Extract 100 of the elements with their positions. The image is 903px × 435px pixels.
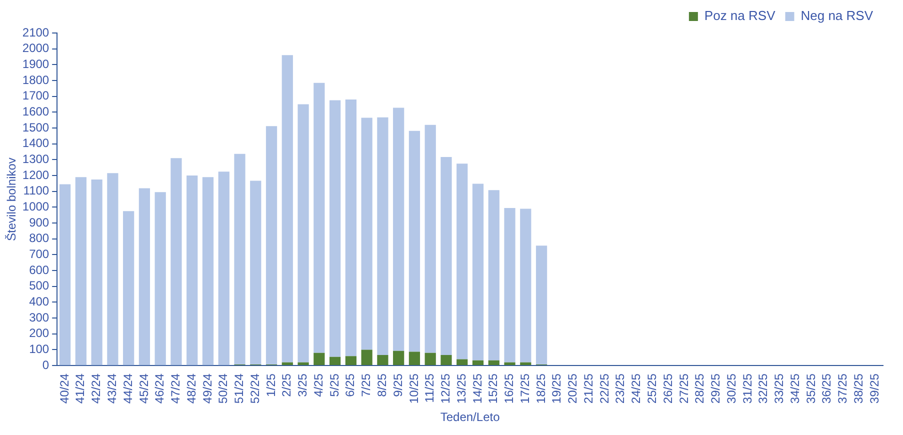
bar bbox=[520, 362, 532, 366]
y-tick-label: 200 bbox=[29, 326, 50, 340]
y-tick-label: 800 bbox=[29, 231, 50, 246]
x-tick-label: 9/25 bbox=[390, 373, 405, 397]
bar bbox=[408, 130, 420, 352]
bar bbox=[123, 211, 134, 366]
bar bbox=[298, 362, 309, 366]
bar bbox=[202, 177, 214, 366]
bar bbox=[361, 350, 372, 366]
bar bbox=[298, 104, 309, 362]
x-tick-label: 6/25 bbox=[343, 373, 358, 397]
x-tick-label: 22/25 bbox=[597, 373, 612, 404]
bar bbox=[408, 352, 420, 366]
x-tick-label: 51/24 bbox=[232, 373, 246, 404]
y-tick-label: 300 bbox=[29, 310, 50, 324]
x-tick-label: 5/25 bbox=[327, 373, 342, 397]
x-tick-label: 44/24 bbox=[120, 373, 135, 404]
y-tick-label: 600 bbox=[29, 262, 50, 277]
bar bbox=[282, 55, 293, 362]
x-tick-label: 29/25 bbox=[708, 373, 723, 404]
x-tick-label: 26/25 bbox=[660, 373, 675, 404]
bar bbox=[250, 180, 262, 364]
x-tick-label: 11/25 bbox=[422, 373, 437, 403]
y-tick-label: 1600 bbox=[22, 104, 50, 118]
x-tick-label: 48/24 bbox=[184, 373, 198, 404]
bar bbox=[345, 356, 356, 366]
bar bbox=[282, 362, 293, 366]
x-tick-label: 37/25 bbox=[836, 373, 850, 404]
bar bbox=[377, 117, 388, 355]
x-tick-label: 13/25 bbox=[454, 373, 468, 404]
bar bbox=[314, 82, 325, 353]
x-tick-label: 49/24 bbox=[200, 373, 214, 404]
bar bbox=[440, 354, 452, 366]
x-tick-label: 7/25 bbox=[359, 373, 374, 397]
x-tick-label: 43/24 bbox=[105, 373, 119, 404]
bar bbox=[329, 356, 341, 366]
x-tick-label: 23/25 bbox=[613, 373, 628, 404]
bar bbox=[393, 350, 404, 366]
y-tick-label: 0 bbox=[42, 358, 50, 372]
x-tick-label: 30/25 bbox=[724, 373, 738, 404]
bar bbox=[520, 208, 532, 362]
x-tick-label: 8/25 bbox=[375, 373, 390, 397]
x-tick-label: 1/25 bbox=[264, 373, 278, 397]
x-tick-label: 16/25 bbox=[502, 373, 516, 404]
x-tick-label: 21/25 bbox=[581, 373, 596, 404]
bar bbox=[472, 360, 484, 366]
bar bbox=[456, 359, 468, 366]
y-tick-label: 100 bbox=[29, 342, 50, 356]
y-tick-label: 500 bbox=[29, 278, 50, 293]
x-tick-label: 38/25 bbox=[851, 373, 866, 404]
x-tick-label: 46/24 bbox=[152, 373, 167, 404]
bar bbox=[488, 190, 500, 360]
x-tick-label: 18/25 bbox=[534, 373, 548, 404]
y-tick-label: 1900 bbox=[22, 56, 50, 71]
x-tick-label: 41/24 bbox=[73, 373, 88, 404]
x-tick-label: 39/25 bbox=[867, 373, 882, 404]
x-tick-label: 20/25 bbox=[566, 373, 580, 404]
x-tick-label: 50/24 bbox=[216, 373, 230, 404]
bar bbox=[107, 173, 118, 366]
bar bbox=[154, 192, 166, 366]
bar bbox=[536, 246, 548, 364]
x-tick-label: 42/24 bbox=[89, 373, 104, 404]
bar bbox=[504, 362, 516, 366]
y-tick-label: 1700 bbox=[22, 88, 50, 103]
x-tick-label: 14/25 bbox=[470, 373, 484, 404]
x-tick-label: 40/24 bbox=[57, 373, 72, 404]
y-tick-label: 400 bbox=[29, 294, 50, 309]
bar bbox=[361, 118, 372, 350]
x-tick-label: 33/25 bbox=[772, 373, 786, 404]
y-tick-label: 1800 bbox=[22, 72, 50, 87]
bar bbox=[59, 184, 71, 366]
bar bbox=[504, 208, 516, 362]
x-tick-label: 27/25 bbox=[676, 373, 691, 404]
x-tick-label: 52/24 bbox=[248, 373, 262, 404]
bar bbox=[488, 360, 500, 366]
x-tick-label: 15/25 bbox=[486, 373, 500, 404]
x-tick-label: 10/25 bbox=[406, 373, 421, 404]
bar bbox=[266, 126, 278, 364]
x-tick-label: 25/25 bbox=[645, 373, 660, 404]
x-tick-label: 12/25 bbox=[438, 373, 453, 404]
x-tick-label: 4/25 bbox=[311, 373, 326, 397]
legend-label: Neg na RSV bbox=[800, 8, 874, 24]
bar bbox=[329, 100, 341, 357]
bar bbox=[440, 157, 452, 355]
y-tick-label: 1000 bbox=[22, 200, 50, 214]
x-tick-label: 35/25 bbox=[804, 373, 818, 404]
bar bbox=[377, 354, 388, 366]
y-tick-label: 2000 bbox=[22, 41, 50, 56]
x-tick-label: 28/25 bbox=[692, 373, 707, 404]
bar bbox=[218, 172, 230, 366]
bar bbox=[234, 154, 246, 364]
bar bbox=[170, 158, 182, 366]
x-tick-label: 31/25 bbox=[740, 373, 754, 404]
y-tick-label: 1500 bbox=[22, 120, 50, 134]
bar bbox=[75, 177, 86, 366]
y-tick-label: 1100 bbox=[23, 184, 50, 198]
x-tick-label: 19/25 bbox=[550, 373, 564, 404]
y-axis-title: Število bolnikov bbox=[4, 158, 19, 241]
x-tick-label: 45/24 bbox=[136, 373, 151, 404]
x-tick-label: 17/25 bbox=[518, 373, 532, 404]
